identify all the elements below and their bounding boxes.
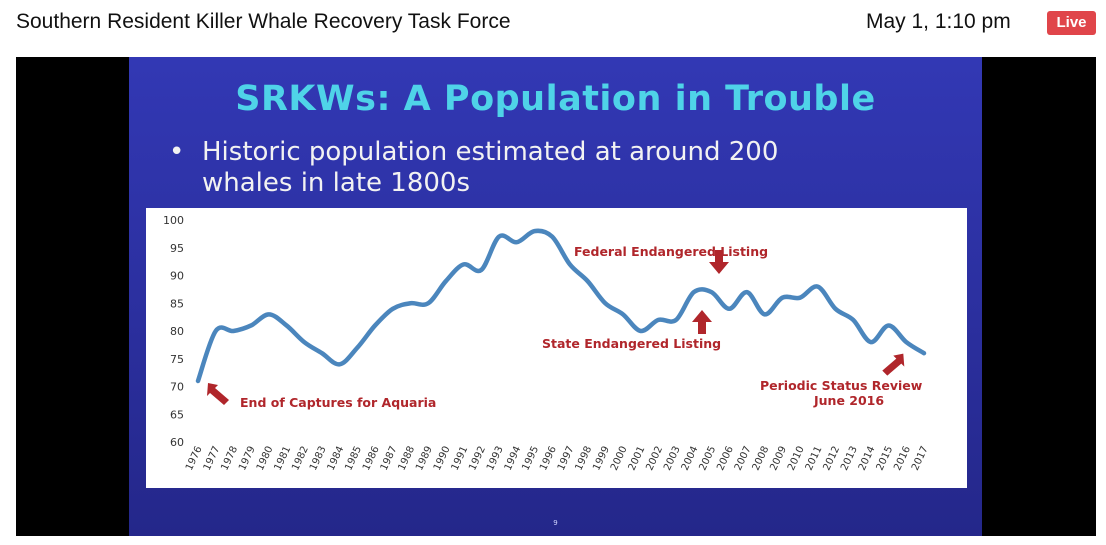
y-tick-label: 65	[170, 408, 184, 421]
y-tick-label: 90	[170, 270, 184, 283]
slide-page-number: 9	[553, 519, 558, 527]
annotation-label: Federal Endangered Listing	[574, 244, 768, 259]
chart-svg: 6065707580859095100197619771978197919801…	[163, 214, 931, 473]
video-player[interactable]: SRKWs: A Population in Trouble • Histori…	[16, 57, 1096, 536]
annotation-label: June 2016	[813, 393, 884, 408]
annotation-arrow-icon	[709, 250, 729, 274]
y-tick-label: 95	[170, 242, 184, 255]
annotation-arrow-icon	[692, 310, 712, 334]
annotation-label: Periodic Status Review	[760, 378, 923, 393]
live-badge: Live	[1047, 11, 1096, 35]
annotation-label: End of Captures for Aquaria	[240, 395, 436, 410]
bullet-text: Historic population estimated at around …	[202, 137, 779, 198]
y-tick-label: 70	[170, 381, 184, 394]
y-tick-label: 85	[170, 297, 184, 310]
stream-datetime: May 1, 1:10 pm	[866, 10, 1011, 33]
y-tick-label: 80	[170, 325, 184, 338]
annotation-arrow-icon	[882, 353, 905, 376]
population-chart: 60 65 70 75 80 85 90 95 100 1976 1977 1978 1979 1980 1…	[146, 208, 967, 488]
annotation-label: State Endangered Listing	[542, 336, 721, 351]
y-tick-label: 75	[170, 353, 184, 366]
stream-title: Southern Resident Killer Whale Recovery …	[16, 10, 511, 33]
population-series-line	[195, 228, 927, 384]
slide-title: SRKWs: A Population in Trouble	[235, 79, 876, 119]
y-tick-label: 60	[170, 436, 184, 449]
bullet-icon: •	[169, 137, 185, 167]
presentation-slide: SRKWs: A Population in Trouble • Histori…	[129, 57, 982, 536]
stream-header: Southern Resident Killer Whale Recovery …	[0, 0, 1106, 52]
x-tick-label: 2017	[910, 445, 931, 473]
y-tick-label: 100	[163, 214, 184, 227]
annotation-arrow-icon	[207, 382, 229, 405]
